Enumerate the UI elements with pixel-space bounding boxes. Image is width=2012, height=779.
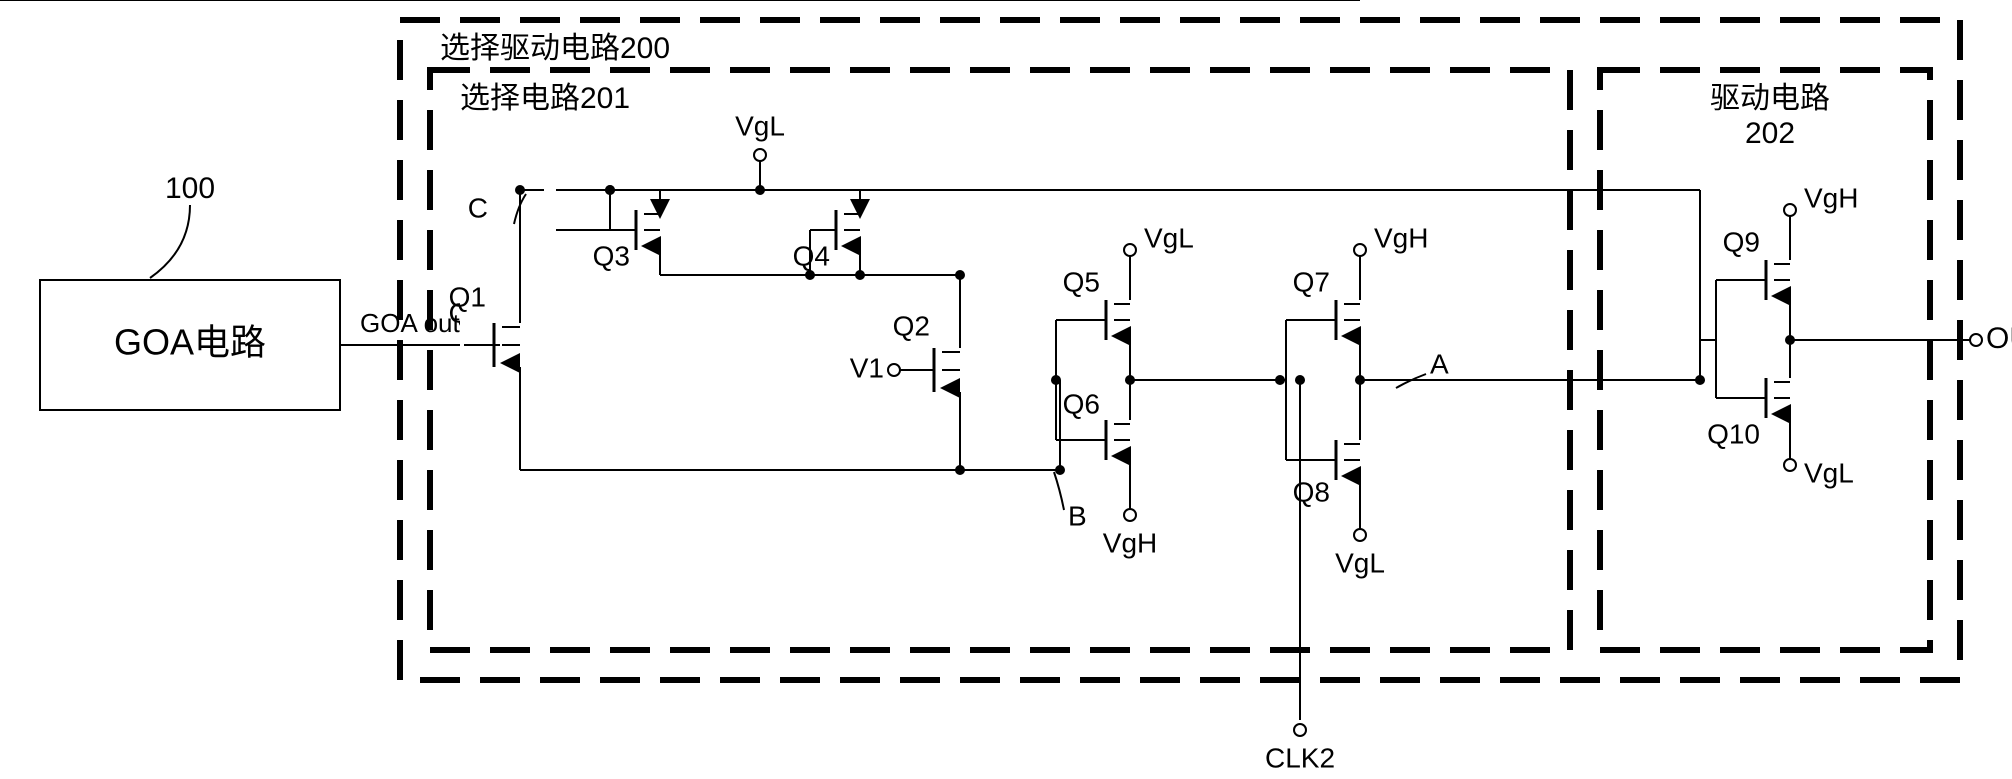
select-block-label: 选择电路201	[460, 82, 630, 115]
vgl-q10-label: VgL	[1804, 457, 1854, 488]
drive-block-label-1: 驱动电路	[1710, 82, 1830, 115]
vgl-q8-label: VgL	[1335, 547, 1385, 578]
vgl-q5-label: VgL	[1144, 222, 1194, 253]
transistor-Q3: Q3	[593, 240, 630, 271]
transistor-Q10: Q10	[1707, 418, 1760, 449]
node-A: A	[1430, 348, 1449, 379]
node-B: B	[1068, 500, 1087, 531]
outer-block-label: 选择驱动电路200	[440, 32, 670, 65]
vgh-q7-label: VgH	[1374, 222, 1428, 253]
clk2-label: CLK2	[1265, 742, 1335, 773]
transistor-Q6: Q6	[1063, 388, 1100, 419]
vgh-q6-label: VgH	[1103, 527, 1157, 558]
transistor-Q4: Q4	[793, 240, 830, 271]
transistor-Q7: Q7	[1293, 266, 1330, 297]
out-label: OUT	[1986, 322, 2012, 355]
transistor-Q9: Q9	[1723, 226, 1760, 257]
transistor-Q5: Q5	[1063, 266, 1100, 297]
transistor-Q1: Q1	[449, 281, 486, 312]
goa-out-label: GOA out	[360, 308, 460, 338]
transistor-Q2: Q2	[893, 310, 930, 341]
vgh-q9-label: VgH	[1804, 182, 1858, 213]
node-C: C	[468, 192, 488, 223]
goa-ref-label: 100	[165, 172, 215, 205]
vgl-top-label: VgL	[735, 110, 785, 141]
goa-block-label: GOA电路	[114, 322, 266, 363]
v1-label: V1	[850, 352, 884, 383]
circuit-diagram: GOA电路 100 GOA out 选择驱动电路200 选择电路201 驱动电路202 Q1…	[0, 0, 2012, 779]
drive-block-label-2: 202	[1745, 117, 1795, 150]
transistor-Q8: Q8	[1293, 476, 1330, 507]
